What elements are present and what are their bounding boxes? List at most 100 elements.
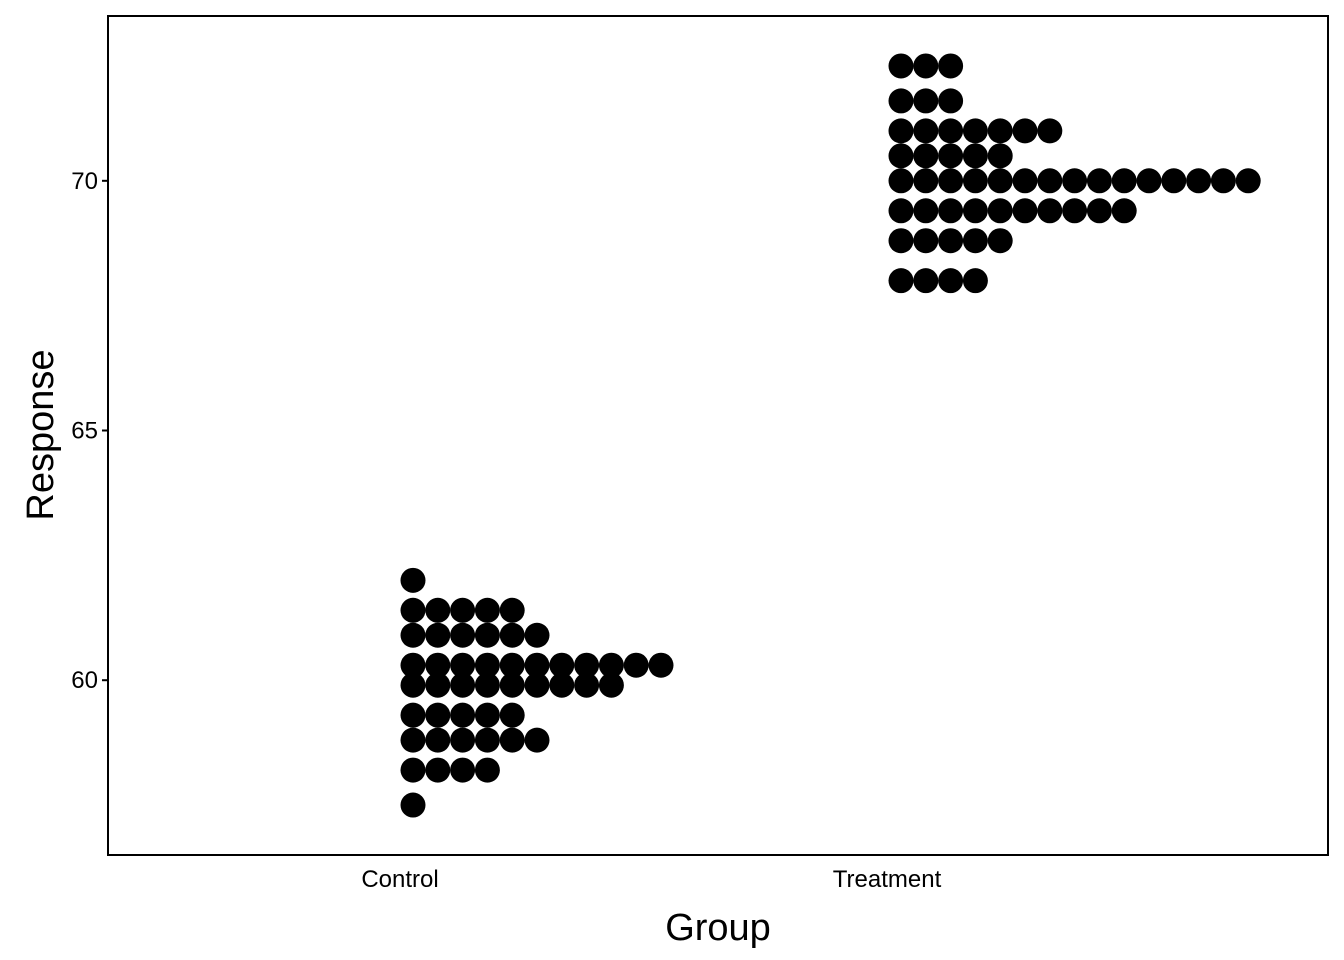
- dot-treatment: [888, 268, 914, 294]
- dot-control: [499, 652, 525, 678]
- dot-treatment: [987, 198, 1013, 224]
- dot-control: [549, 672, 575, 698]
- dot-control: [524, 727, 550, 753]
- dot-treatment: [962, 228, 988, 254]
- dot-control: [400, 757, 426, 783]
- dot-control: [450, 652, 476, 678]
- dot-control: [450, 597, 476, 623]
- dot-treatment: [987, 168, 1013, 194]
- dot-treatment: [938, 143, 964, 169]
- dot-control: [499, 702, 525, 728]
- dot-control: [450, 672, 476, 698]
- dot-control: [524, 622, 550, 648]
- dot-control: [474, 727, 500, 753]
- dot-treatment: [913, 268, 939, 294]
- dot-treatment: [888, 53, 914, 79]
- dot-control: [474, 757, 500, 783]
- dot-control: [450, 702, 476, 728]
- dot-treatment: [1012, 118, 1038, 144]
- dot-control: [474, 597, 500, 623]
- dot-treatment: [913, 118, 939, 144]
- dot-treatment: [938, 88, 964, 114]
- panel-border: [107, 15, 1329, 856]
- dot-treatment: [938, 168, 964, 194]
- dot-treatment: [1111, 198, 1137, 224]
- dot-control: [574, 672, 600, 698]
- dot-treatment: [962, 143, 988, 169]
- x-tick-label: Treatment: [833, 866, 942, 893]
- dot-treatment: [938, 198, 964, 224]
- dot-control: [598, 652, 624, 678]
- dot-treatment: [1062, 168, 1088, 194]
- dot-treatment: [888, 88, 914, 114]
- dot-treatment: [1012, 168, 1038, 194]
- dot-treatment: [938, 228, 964, 254]
- dot-control: [425, 597, 451, 623]
- dot-treatment: [913, 168, 939, 194]
- dot-control: [549, 652, 575, 678]
- x-axis: Control Treatment: [361, 866, 941, 893]
- dot-treatment: [1161, 168, 1187, 194]
- dot-treatment: [1186, 168, 1212, 194]
- dot-control: [574, 652, 600, 678]
- dot-treatment: [888, 118, 914, 144]
- dot-treatment: [1235, 168, 1261, 194]
- dot-treatment: [987, 228, 1013, 254]
- dot-control: [400, 622, 426, 648]
- dot-control: [400, 567, 426, 593]
- dot-treatment: [938, 53, 964, 79]
- dot-control: [524, 672, 550, 698]
- dot-control: [474, 702, 500, 728]
- dot-control: [524, 652, 550, 678]
- dot-treatment: [913, 88, 939, 114]
- dot-treatment: [962, 118, 988, 144]
- dot-treatment: [1037, 118, 1063, 144]
- dot-control: [474, 622, 500, 648]
- dot-control: [623, 652, 649, 678]
- dot-treatment: [913, 143, 939, 169]
- dot-treatment: [1037, 168, 1063, 194]
- dot-treatment: [938, 118, 964, 144]
- dot-control: [425, 757, 451, 783]
- dot-treatment: [888, 168, 914, 194]
- dot-control: [425, 672, 451, 698]
- dot-treatment: [962, 268, 988, 294]
- dot-control: [499, 597, 525, 623]
- dot-control: [450, 727, 476, 753]
- dots-layer: [400, 53, 1261, 818]
- y-axis-title: Response: [20, 349, 62, 520]
- dot-treatment: [913, 53, 939, 79]
- dot-treatment: [938, 268, 964, 294]
- dot-treatment: [913, 228, 939, 254]
- dot-treatment: [1136, 168, 1162, 194]
- dot-control: [450, 757, 476, 783]
- dot-treatment: [987, 143, 1013, 169]
- dot-control: [400, 792, 426, 818]
- dot-control: [648, 652, 674, 678]
- dot-control: [425, 727, 451, 753]
- dot-treatment: [1111, 168, 1137, 194]
- x-axis-title: Group: [665, 907, 771, 949]
- dot-treatment: [1086, 168, 1112, 194]
- dot-control: [400, 727, 426, 753]
- dot-control: [400, 672, 426, 698]
- dot-treatment: [1086, 198, 1112, 224]
- dot-control: [400, 597, 426, 623]
- dot-control: [425, 622, 451, 648]
- dot-control: [499, 622, 525, 648]
- dot-control: [598, 672, 624, 698]
- x-tick-label: Control: [361, 866, 438, 893]
- dot-control: [474, 652, 500, 678]
- dot-control: [499, 672, 525, 698]
- dot-control: [425, 702, 451, 728]
- dot-control: [425, 652, 451, 678]
- dot-treatment: [987, 118, 1013, 144]
- dot-treatment: [1012, 198, 1038, 224]
- dot-treatment: [888, 228, 914, 254]
- dot-control: [450, 622, 476, 648]
- dot-control: [400, 652, 426, 678]
- y-axis: 60 65 70: [71, 168, 108, 694]
- dot-treatment: [1210, 168, 1236, 194]
- y-tick-label: 70: [71, 168, 98, 195]
- dot-treatment: [913, 198, 939, 224]
